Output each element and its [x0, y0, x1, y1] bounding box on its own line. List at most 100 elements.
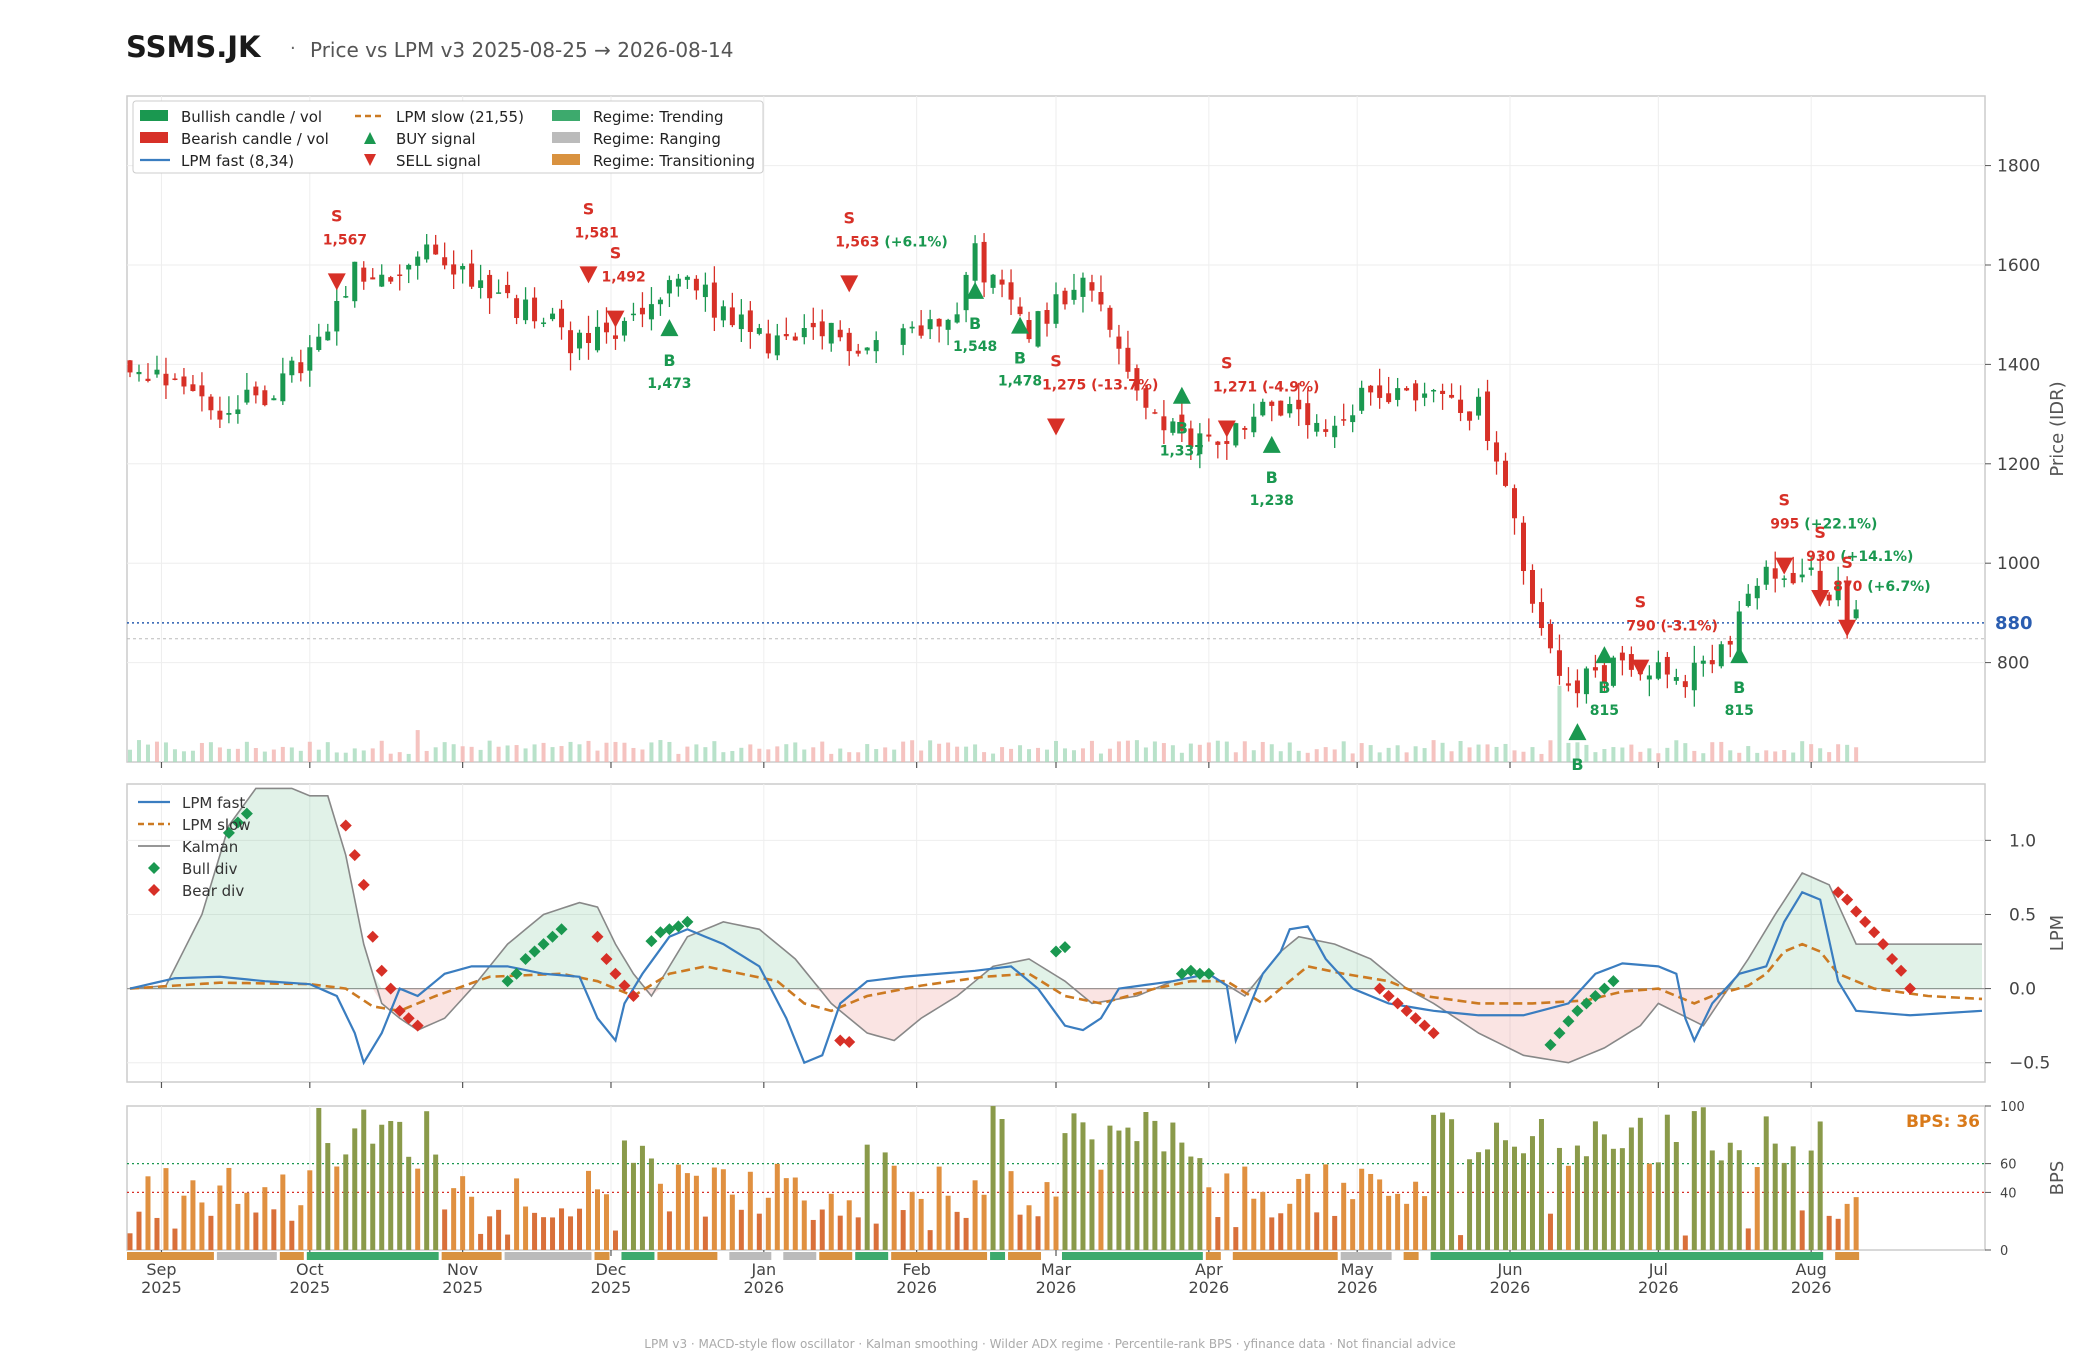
bull-candle — [550, 313, 556, 320]
bps-bar — [1790, 1146, 1796, 1250]
bear-candle — [514, 298, 520, 319]
sell-price-value: 1,563 — [835, 234, 879, 250]
bear-div-marker — [1850, 905, 1863, 918]
lpm-y-label: LPM — [2047, 915, 2068, 951]
bps-bar — [1044, 1182, 1050, 1250]
volume-bar — [1620, 747, 1625, 762]
volume-bar — [1341, 741, 1346, 762]
bear-candle — [172, 378, 178, 380]
volume-bar — [172, 749, 177, 762]
bps-bar — [1107, 1125, 1113, 1250]
volume-bar — [334, 752, 339, 762]
bear-candle — [181, 376, 187, 387]
bps-bar — [460, 1176, 466, 1250]
bull-candle — [1808, 567, 1814, 570]
volume-bar — [775, 746, 780, 762]
volume-bar — [1143, 747, 1148, 762]
bps-bar — [487, 1216, 493, 1250]
lpm-legend-label: Kalman — [182, 838, 238, 856]
sell-return-pct: (-13.7%) — [1086, 378, 1158, 394]
x-tick-year: 2026 — [1188, 1278, 1229, 1297]
legend-range-swatch — [552, 132, 580, 143]
bull-candle — [1763, 566, 1769, 585]
bear-candle — [1368, 385, 1374, 393]
bps-bar — [1251, 1198, 1257, 1250]
buy-signal-tag: B — [1733, 678, 1745, 697]
bps-bar — [1242, 1166, 1248, 1250]
price-legend-label: Regime: Trending — [593, 108, 724, 126]
bull-div-marker — [1580, 997, 1593, 1010]
bear-div-marker — [375, 964, 388, 977]
bull-candle — [541, 322, 547, 324]
volume-bar — [226, 748, 231, 762]
legend-bull-swatch — [140, 110, 168, 121]
x-tick-year: 2025 — [141, 1278, 182, 1297]
bull-candle — [424, 244, 430, 260]
bps-bar — [981, 1194, 987, 1250]
volume-bar — [505, 745, 510, 762]
volume-bar — [514, 745, 519, 762]
volume-bar — [1071, 750, 1076, 762]
volume-bar — [1494, 746, 1499, 762]
bear-div-marker — [1841, 893, 1854, 906]
volume-bar — [838, 748, 843, 762]
bps-bar — [1628, 1127, 1634, 1250]
bull-candle — [1583, 668, 1589, 695]
x-tick-year: 2025 — [591, 1278, 632, 1297]
last-price-label: 880 — [1995, 613, 2033, 634]
bps-bar — [1592, 1121, 1598, 1250]
bear-candle — [765, 333, 771, 354]
bull-div-marker — [537, 938, 550, 951]
bull-candle — [415, 256, 421, 266]
sell-signal-marker — [1047, 418, 1065, 436]
bear-candle — [1440, 390, 1446, 394]
sell-return-pct: (+6.1%) — [880, 234, 948, 250]
price-legend-label: BUY signal — [396, 130, 476, 148]
bull-candle — [594, 326, 600, 351]
sell-signal-price: 930 (+14.1%) — [1806, 549, 1913, 565]
sell-return-pct: (+22.1%) — [1799, 517, 1877, 533]
legend-buy-swatch — [364, 132, 376, 144]
regime-segment-range — [729, 1252, 772, 1260]
volume-bar — [1009, 748, 1014, 762]
bps-bar — [648, 1158, 654, 1250]
sell-price-value: 1,271 — [1213, 380, 1257, 396]
sell-price-value: 790 — [1626, 619, 1655, 635]
bps-bar — [1799, 1210, 1805, 1250]
bps-bar — [1745, 1228, 1751, 1250]
bull-candle — [720, 306, 726, 321]
bear-div-marker — [609, 967, 622, 980]
volume-bar — [721, 752, 726, 762]
buy-signal-tag: B — [1571, 755, 1583, 774]
buy-signal-marker — [1730, 646, 1749, 664]
bear-div-marker — [1418, 1019, 1431, 1032]
bull-candle — [379, 274, 385, 287]
bps-bar — [244, 1192, 250, 1250]
volume-bar — [550, 747, 555, 762]
volume-bar — [163, 742, 168, 762]
bps-bar — [1538, 1119, 1544, 1250]
sell-return-pct: (-3.1%) — [1656, 619, 1718, 635]
lpm-legend-label: Bear div — [182, 882, 244, 900]
price-legend-box — [132, 100, 764, 174]
bps-bar — [1368, 1173, 1374, 1250]
bps-bar — [334, 1166, 340, 1250]
bps-bar — [145, 1176, 151, 1250]
price-y-tick-label: 1800 — [1997, 157, 2040, 177]
volume-bar — [1827, 752, 1832, 762]
bps-bar — [1395, 1193, 1401, 1250]
bps-value-label: BPS: 36 — [1906, 1112, 1980, 1132]
bull-candle — [352, 261, 358, 302]
bps-bar — [891, 1165, 897, 1250]
bear-candle — [505, 284, 511, 294]
bear-candle — [693, 278, 699, 291]
bps-bar — [514, 1178, 520, 1250]
bull-div-marker — [1058, 941, 1071, 954]
volume-bar — [1188, 743, 1193, 762]
volume-bar — [1314, 749, 1319, 762]
volume-bar — [1521, 751, 1526, 762]
volume-bar — [622, 742, 627, 762]
volume-bar — [973, 744, 978, 762]
bear-candle — [1323, 429, 1329, 432]
